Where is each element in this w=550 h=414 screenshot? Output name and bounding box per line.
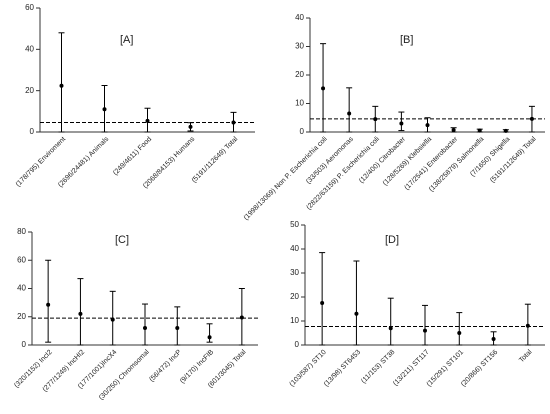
point — [320, 301, 325, 305]
y-tick-label: 30 — [295, 42, 304, 51]
y-tick-label: 50 — [290, 220, 299, 229]
point — [423, 328, 427, 333]
point — [59, 83, 64, 88]
point — [491, 337, 496, 341]
x-tick-label: (103/587) ST10 — [289, 349, 328, 388]
x-tick-label: (17/2541) Enterobacter — [403, 135, 459, 191]
point — [347, 111, 352, 116]
x-tick-label: (13/211) ST117 — [392, 349, 431, 388]
y-tick-label: 40 — [290, 244, 299, 253]
x-tick-label: (128/5269) Klebsiella — [382, 136, 434, 188]
point — [529, 116, 534, 121]
y-tick-label: 10 — [295, 99, 304, 108]
point — [239, 315, 244, 320]
x-tick-label: (2696/24481) Animals — [57, 135, 110, 188]
point — [354, 311, 359, 316]
x-tick-label: (9/170) IncFIB — [179, 349, 216, 386]
y-tick-label: 40 — [17, 284, 26, 293]
y-tick-label: 20 — [290, 292, 299, 301]
point — [102, 107, 107, 112]
point — [399, 121, 404, 126]
y-tick-label: 0 — [22, 340, 27, 349]
y-tick-label: 40 — [25, 44, 34, 53]
x-tick-label: (20/866) ST156 — [460, 349, 499, 388]
point — [425, 123, 430, 128]
y-tick-label: 60 — [17, 255, 26, 264]
point — [175, 326, 180, 331]
point — [188, 124, 193, 129]
panel-title: [B] — [400, 34, 413, 46]
x-tick-label: (5191/112649) Total — [191, 135, 240, 184]
point — [143, 326, 147, 331]
y-tick-label: 10 — [290, 316, 299, 325]
panel-title: [C] — [115, 234, 129, 246]
x-tick-label: (11/153) ST38 — [360, 349, 396, 385]
x-tick-label: (13/98) ST6453 — [323, 349, 362, 388]
panel-title: [A] — [120, 34, 133, 46]
y-tick-label: 40 — [295, 13, 304, 22]
point — [525, 323, 530, 328]
x-tick-label: (12/400) Citrobacter — [358, 135, 407, 184]
x-tick-label: (33/503) Aeromonas — [305, 135, 355, 185]
point — [321, 86, 326, 91]
y-tick-label: 30 — [290, 268, 299, 277]
y-tick-label: 60 — [25, 3, 34, 12]
x-tick-label: (249/4611) Food — [112, 136, 153, 177]
y-tick-label: 0 — [295, 340, 300, 349]
point — [457, 331, 462, 335]
y-tick-label: 0 — [30, 127, 35, 136]
point — [46, 302, 51, 307]
point — [388, 326, 393, 331]
y-tick-label: 20 — [25, 86, 34, 95]
x-tick-label: (15/291) ST101 — [426, 349, 465, 388]
x-tick-label: (56/472) IncP — [148, 349, 183, 384]
y-tick-label: 20 — [17, 312, 26, 321]
x-tick-label: (5191/112649) Total — [489, 135, 538, 184]
panel-title: [D] — [385, 234, 399, 246]
point — [373, 117, 378, 122]
point — [78, 311, 83, 316]
y-tick-label: 20 — [295, 70, 304, 79]
point — [477, 128, 482, 133]
y-tick-label: 80 — [17, 227, 26, 236]
x-tick-label: Total — [518, 348, 534, 364]
point — [451, 128, 456, 133]
point — [207, 335, 212, 340]
y-tick-label: 0 — [300, 127, 305, 136]
point — [145, 118, 150, 123]
point — [503, 128, 508, 133]
